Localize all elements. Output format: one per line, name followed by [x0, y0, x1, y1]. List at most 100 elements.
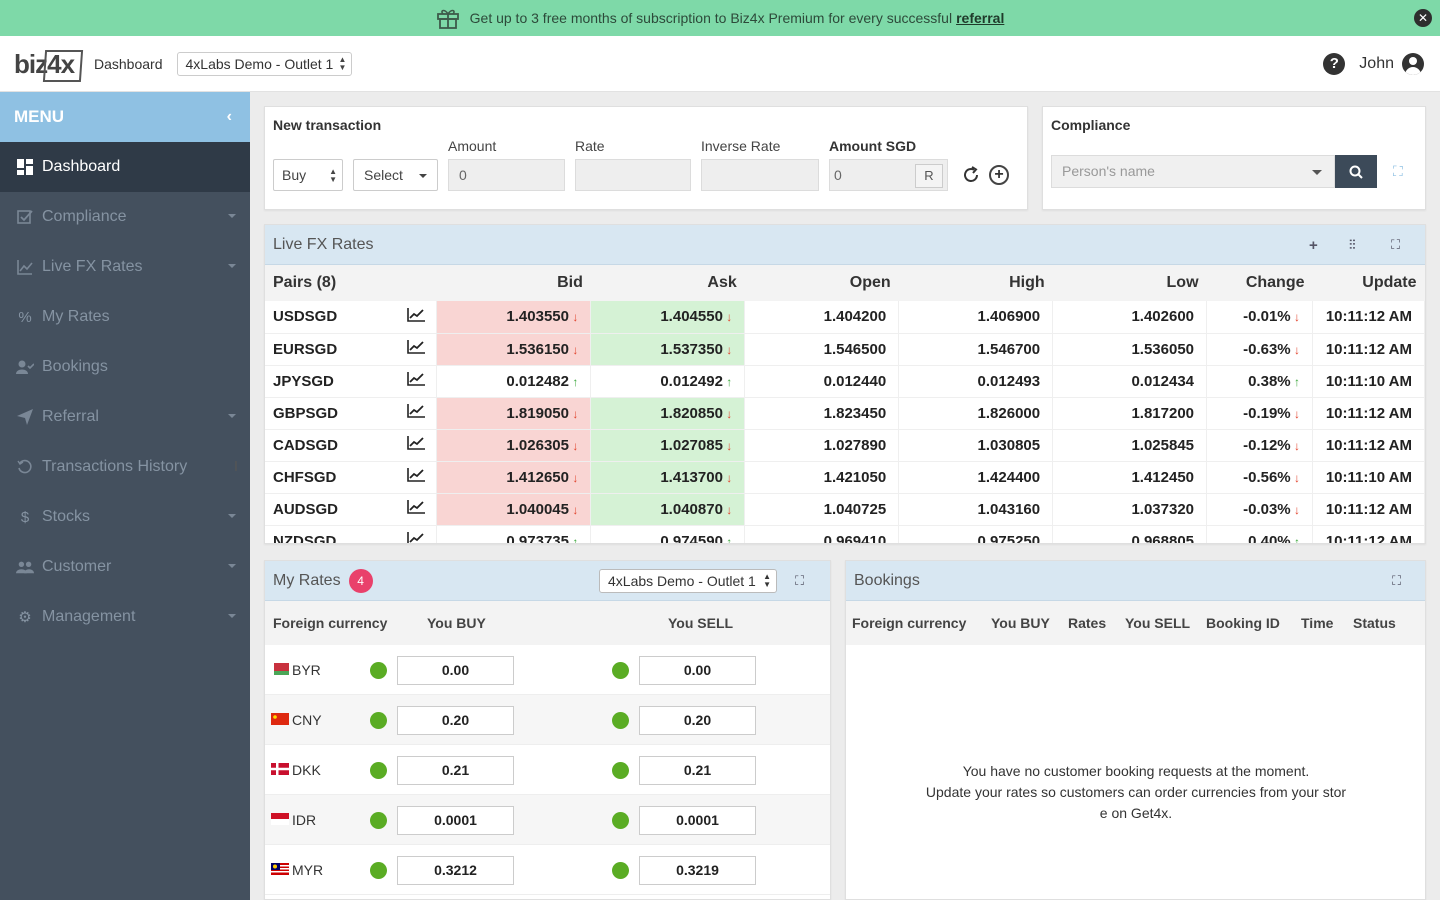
- buy-status-dot[interactable]: [370, 762, 387, 779]
- table-row[interactable]: EURSGD 1.536150 ↓ 1.537350 ↓ 1.546500 1.5467…: [265, 333, 1425, 366]
- pair-cell: NZDSGD: [265, 525, 395, 543]
- buy-status-dot[interactable]: [370, 862, 387, 879]
- update-cell: 10:11:12 AM: [1312, 333, 1425, 366]
- top-header: biz4x Dashboard 4xLabs Demo - Outlet 1 ▲…: [0, 36, 1440, 92]
- pair-cell: AUDSGD: [265, 493, 395, 526]
- trend-chart-icon[interactable]: [394, 461, 438, 494]
- column-header[interactable]: Open: [744, 265, 899, 301]
- rate-input[interactable]: [575, 159, 691, 191]
- table-row[interactable]: GBPSGD 1.819050 ↓ 1.820850 ↓ 1.823450 1.8260…: [265, 397, 1425, 430]
- list-item: IDR 0.0001 0.0001: [265, 795, 830, 845]
- table-row[interactable]: AUDSGD 1.040045 ↓ 1.040870 ↓ 1.040725 1.0431…: [265, 493, 1425, 526]
- refresh-icon[interactable]: [961, 165, 981, 185]
- sell-rate-input[interactable]: 0.3219: [639, 856, 756, 885]
- round-button[interactable]: R: [915, 164, 943, 188]
- person-name-select[interactable]: Person's name: [1051, 155, 1335, 188]
- trend-chart-icon[interactable]: [394, 493, 438, 526]
- sidebar-item-compliance[interactable]: Compliance: [0, 192, 250, 242]
- arrow-down-icon: ↓: [722, 406, 733, 421]
- gear-icon: ⚙: [18, 609, 32, 626]
- buy-rate-input[interactable]: 0.0001: [397, 806, 514, 835]
- column-header[interactable]: Change: [1206, 265, 1313, 301]
- high-cell: 0.975250: [898, 525, 1054, 543]
- trend-chart-icon[interactable]: [394, 365, 438, 398]
- sidebar-item-stocks[interactable]: $ Stocks: [0, 492, 250, 542]
- table-row[interactable]: CHFSGD 1.412650 ↓ 1.413700 ↓ 1.421050 1.4244…: [265, 461, 1425, 494]
- column-header[interactable]: Ask: [590, 265, 745, 301]
- currency-select[interactable]: Select: [353, 159, 438, 191]
- bookings-empty-message: You have no customer booking requests at…: [925, 763, 1347, 821]
- collapse-menu-icon[interactable]: ‹: [226, 108, 232, 125]
- table-row[interactable]: USDSGD 1.403550 ↓ 1.404550 ↓ 1.404200 1.4069…: [265, 301, 1425, 334]
- sidebar-item-customer[interactable]: Customer: [0, 542, 250, 592]
- buy-rate-input[interactable]: 0.21: [397, 756, 514, 785]
- buy-rate-input[interactable]: 0.3212: [397, 856, 514, 885]
- arrow-up-icon: ↑: [569, 374, 579, 389]
- expand-icon[interactable]: ⛶: [1392, 573, 1402, 588]
- table-row[interactable]: JPYSGD 0.012482 ↑ 0.012492 ↑ 0.012440 0.0124…: [265, 365, 1425, 398]
- trend-chart-icon[interactable]: [394, 301, 438, 334]
- sell-rate-input[interactable]: 0.21: [639, 756, 756, 785]
- buy-status-dot[interactable]: [370, 662, 387, 679]
- sell-status-dot[interactable]: [612, 662, 629, 679]
- update-cell: 10:11:12 AM: [1312, 429, 1425, 462]
- trend-chart-icon[interactable]: [394, 525, 438, 543]
- buy-status-dot[interactable]: [370, 812, 387, 829]
- open-cell: 1.546500: [744, 333, 900, 366]
- sidebar-item-dashboard[interactable]: Dashboard: [0, 142, 250, 192]
- buy-rate-input[interactable]: 0.20: [397, 706, 514, 735]
- sell-rate-input[interactable]: 0.00: [639, 656, 756, 685]
- sell-status-dot[interactable]: [612, 862, 629, 879]
- arrow-down-icon: ↓: [1290, 470, 1300, 485]
- add-pair-icon[interactable]: +: [1309, 237, 1318, 254]
- bid-cell: 1.403550 ↓: [436, 301, 592, 334]
- trend-chart-icon[interactable]: [394, 429, 438, 462]
- sort-arrows-icon: ▲ ▼: [338, 54, 347, 72]
- search-button[interactable]: [1335, 155, 1377, 188]
- update-cell: 10:11:12 AM: [1312, 301, 1425, 334]
- expand-icon[interactable]: ⛶: [1391, 237, 1401, 252]
- sell-status-dot[interactable]: [612, 812, 629, 829]
- transaction-type-select[interactable]: Buy ▲ ▼: [273, 159, 343, 191]
- sell-rate-input[interactable]: 0.20: [639, 706, 756, 735]
- amount-sgd-input[interactable]: 0 R: [829, 159, 948, 191]
- column-header[interactable]: High: [898, 265, 1053, 301]
- sidebar-item-bookings[interactable]: Bookings: [0, 342, 250, 392]
- expand-icon[interactable]: ⛶: [795, 573, 805, 588]
- expand-icon[interactable]: ⛶: [1393, 163, 1403, 179]
- sidebar-item-transactions-history[interactable]: Transactions History I: [0, 442, 250, 492]
- column-header[interactable]: Low: [1052, 265, 1207, 301]
- outlet-select[interactable]: 4xLabs Demo - Outlet 1 ▲ ▼: [176, 51, 353, 76]
- column-header[interactable]: Update: [1312, 265, 1425, 301]
- my-rates-outlet-select[interactable]: 4xLabs Demo - Outlet 1 ▲ ▼: [599, 569, 777, 593]
- buy-status-dot[interactable]: [370, 712, 387, 729]
- add-transaction-icon[interactable]: +: [989, 165, 1009, 185]
- sell-status-dot[interactable]: [612, 762, 629, 779]
- table-row[interactable]: NZDSGD 0.973735 ↑ 0.974590 ↑ 0.969410 0.9752…: [265, 525, 1425, 543]
- promo-text: Get up to 3 free months of subscription …: [469, 10, 953, 26]
- settings-sliders-icon[interactable]: ⫶⫶: [1349, 237, 1356, 252]
- buy-rate-input[interactable]: 0.00: [397, 656, 514, 685]
- column-header[interactable]: Pairs (8): [265, 265, 437, 301]
- user-name[interactable]: John: [1359, 54, 1394, 72]
- new-transaction-title: New transaction: [273, 117, 382, 133]
- sell-rate-input[interactable]: 0.0001: [639, 806, 756, 835]
- sidebar-item-management[interactable]: ⚙ Management: [0, 592, 250, 642]
- referral-link[interactable]: referral: [956, 10, 1005, 26]
- low-cell: 0.012434: [1052, 365, 1208, 398]
- sidebar-item-referral[interactable]: Referral: [0, 392, 250, 442]
- help-icon[interactable]: ?: [1323, 52, 1346, 75]
- trend-chart-icon[interactable]: [394, 397, 438, 430]
- sidebar-item-my-rates[interactable]: % My Rates: [0, 292, 250, 342]
- pair-cell: USDSGD: [265, 301, 395, 334]
- trend-chart-icon[interactable]: [394, 333, 438, 366]
- amount-input[interactable]: 0: [448, 159, 565, 191]
- column-header[interactable]: Bid: [436, 265, 591, 301]
- inverse-rate-input[interactable]: [701, 159, 819, 191]
- close-icon[interactable]: ✕: [1414, 9, 1432, 27]
- biz4x-logo[interactable]: biz4x: [14, 44, 84, 84]
- table-row[interactable]: CADSGD 1.026305 ↓ 1.027085 ↓ 1.027890 1.0308…: [265, 429, 1425, 462]
- sell-status-dot[interactable]: [612, 712, 629, 729]
- sidebar-item-live-fx-rates[interactable]: Live FX Rates: [0, 242, 250, 292]
- user-avatar-icon[interactable]: [1402, 52, 1424, 75]
